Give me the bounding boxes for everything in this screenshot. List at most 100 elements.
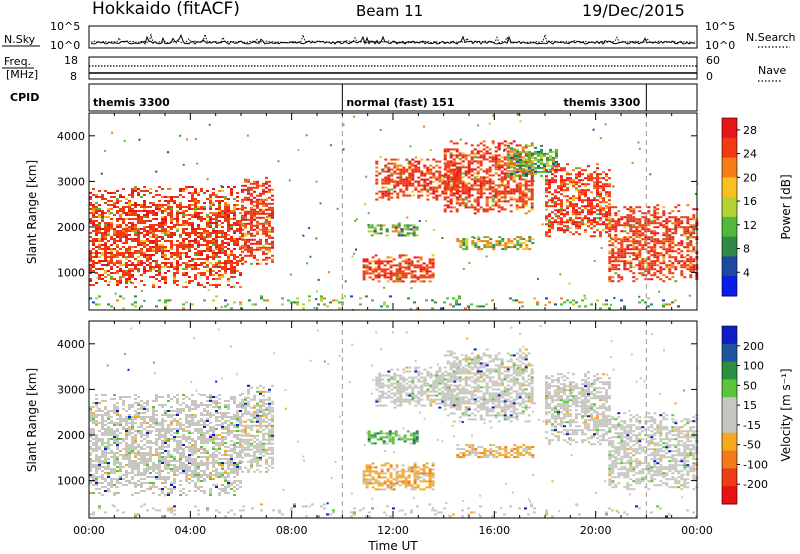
echo-cell — [149, 236, 152, 238]
echo-cell — [131, 214, 134, 216]
echo-cell — [212, 238, 215, 240]
echo-cell — [614, 234, 618, 237]
echo-cell — [224, 268, 227, 270]
echo-cell — [224, 246, 227, 248]
echo-cell — [563, 190, 566, 193]
echo-cell — [224, 220, 227, 222]
echo-cell — [143, 272, 146, 274]
echo-cell — [482, 152, 486, 155]
echo-cell — [426, 166, 430, 169]
colorbar-swatch — [722, 216, 737, 238]
echo-cell — [259, 202, 262, 205]
echo-cell — [482, 182, 486, 185]
echo-cell — [614, 222, 618, 225]
echo-cell — [98, 295, 101, 298]
echo-cell — [101, 194, 104, 196]
echo-cell — [412, 194, 415, 197]
echo-cell — [122, 420, 125, 422]
echo-cell — [236, 238, 239, 240]
echo-cell — [572, 199, 575, 202]
echo-cell — [134, 398, 137, 400]
echo-cell — [429, 164, 433, 167]
echo-cell — [455, 142, 459, 145]
echo-cell — [182, 232, 185, 234]
echo-cell — [104, 486, 107, 488]
echo-cell — [137, 452, 140, 454]
echo-cell — [521, 146, 525, 149]
echo-cell — [665, 266, 669, 269]
echo-cell — [155, 266, 158, 268]
echo-cell — [432, 190, 436, 193]
echo-cell — [224, 212, 227, 214]
echo-cell — [116, 218, 119, 220]
echo-cell — [519, 120, 522, 123]
echo-cell — [587, 175, 590, 178]
echo-cell — [686, 216, 690, 219]
echo-cell — [659, 216, 663, 219]
echo-cell — [149, 420, 152, 422]
echo-cell — [227, 216, 230, 218]
echo-cell — [107, 252, 110, 254]
echo-cell — [122, 210, 125, 212]
echo-cell — [513, 238, 517, 241]
echo-cell — [518, 198, 522, 201]
echo-cell — [554, 209, 557, 212]
echo-cell — [128, 214, 131, 216]
echo-cell — [212, 240, 215, 242]
echo-cell — [134, 394, 137, 396]
echo-cell — [230, 228, 233, 230]
echo-cell — [554, 195, 557, 198]
echo-cell — [215, 242, 218, 244]
echo-cell — [256, 186, 259, 189]
echo-cell — [428, 274, 432, 277]
echo-cell — [476, 178, 480, 181]
echo-cell — [425, 299, 428, 302]
echo-cell — [221, 196, 224, 198]
echo-cell — [191, 224, 194, 226]
echo-cell — [113, 470, 116, 472]
echo-cell — [443, 154, 447, 157]
echo-cell — [584, 205, 587, 208]
echo-cell — [461, 182, 465, 185]
echo-cell — [92, 430, 95, 432]
echo-cell — [194, 138, 197, 141]
echo-cell — [185, 301, 188, 304]
echo-cell — [128, 460, 131, 462]
echo-cell — [113, 242, 116, 244]
echo-cell — [414, 168, 418, 171]
echo-cell — [113, 394, 116, 396]
echo-cell — [140, 446, 143, 448]
echo-cell — [525, 170, 528, 173]
echo-cell — [429, 168, 433, 171]
echo-cell — [389, 295, 392, 298]
echo-cell — [692, 258, 696, 261]
echo-cell — [149, 262, 152, 264]
echo-cell — [578, 207, 581, 210]
echo-cell — [578, 173, 581, 176]
echo-cell — [140, 452, 143, 454]
echo-cell — [92, 432, 95, 434]
echo-cell — [146, 190, 149, 192]
echo-cell — [134, 214, 137, 216]
echo-cell — [176, 224, 179, 226]
echo-cell — [203, 299, 206, 302]
echo-cell — [503, 172, 507, 175]
echo-cell — [98, 222, 101, 224]
echo-cell — [134, 434, 137, 436]
echo-cell — [488, 156, 492, 159]
echo-cell — [221, 210, 224, 212]
echo-cell — [128, 434, 131, 436]
echo-cell — [326, 305, 329, 308]
echo-cell — [464, 202, 468, 205]
echo-cell — [560, 187, 563, 190]
echo-cell — [241, 250, 244, 253]
echo-cell — [233, 212, 236, 214]
echo-cell — [412, 230, 416, 233]
echo-cell — [557, 227, 560, 230]
echo-cell — [250, 262, 253, 265]
echo-cell — [140, 204, 143, 206]
echo-cell — [566, 183, 569, 186]
echo-cell — [89, 196, 92, 198]
echo-cell — [241, 238, 244, 241]
echo-cell — [623, 238, 627, 241]
